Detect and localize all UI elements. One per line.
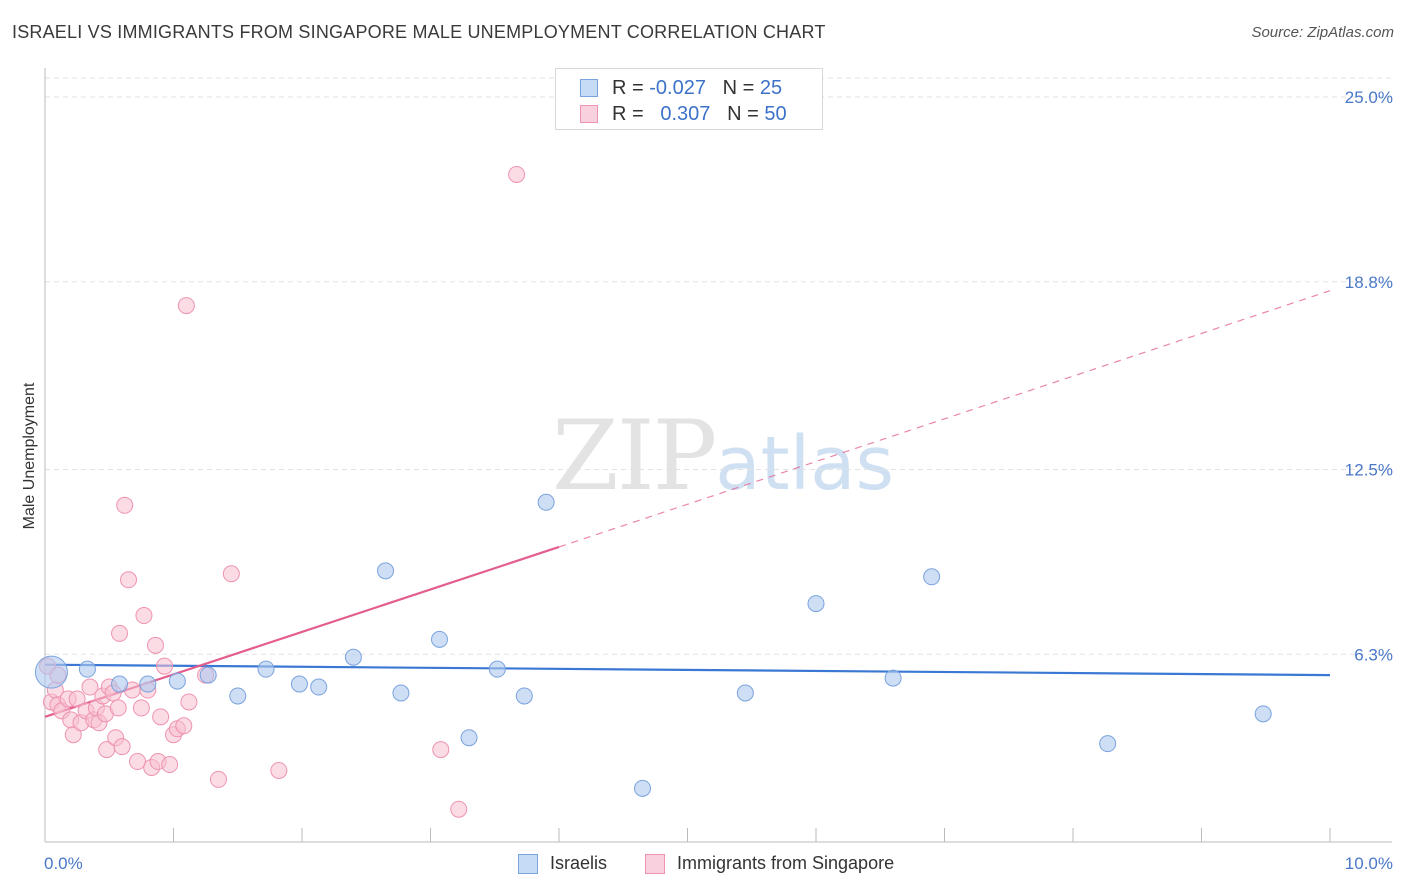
israelis-point bbox=[78, 660, 96, 678]
singapore-swatch bbox=[645, 854, 665, 874]
israelis-point bbox=[168, 672, 186, 690]
singapore-point bbox=[116, 496, 134, 514]
singapore-swatch bbox=[580, 105, 598, 123]
israelis-point bbox=[310, 678, 328, 696]
source-label: Source: ZipAtlas.com bbox=[1251, 24, 1394, 41]
legend-n-value: 25 bbox=[759, 77, 783, 99]
singapore-point bbox=[64, 726, 82, 744]
x-tick-label: 10.0% bbox=[1345, 854, 1393, 873]
singapore-point bbox=[222, 565, 240, 583]
watermark-zip: ZIP bbox=[552, 400, 717, 512]
israelis-label: Israelis bbox=[550, 853, 608, 873]
y-tick-label: 6.3% bbox=[1354, 645, 1393, 664]
israelis-point bbox=[736, 684, 754, 702]
israelis-point bbox=[229, 687, 247, 705]
singapore-point bbox=[209, 770, 227, 788]
israelis-point bbox=[257, 660, 275, 678]
israelis-point bbox=[139, 675, 157, 693]
israelis-point bbox=[392, 684, 410, 702]
singapore-point bbox=[175, 717, 193, 735]
y-tick-label: 25.0% bbox=[1345, 88, 1393, 107]
legend-r-value: -0.027 bbox=[649, 77, 706, 99]
singapore-point bbox=[152, 708, 170, 726]
singapore-point bbox=[180, 693, 198, 711]
tick-labels: 6.3% 12.5% 18.8% 25.0% 0.0% 10.0% bbox=[44, 88, 1393, 873]
singapore-point bbox=[135, 607, 153, 625]
israelis-point bbox=[34, 655, 68, 689]
israelis-point bbox=[1099, 735, 1117, 753]
israelis-point bbox=[884, 669, 902, 687]
singapore-point bbox=[113, 738, 131, 756]
legend-n-label: N = bbox=[722, 77, 760, 99]
singapore-point bbox=[81, 678, 99, 696]
grid bbox=[45, 77, 1392, 655]
chart-title: ISRAELI VS IMMIGRANTS FROM SINGAPORE MAL… bbox=[12, 22, 826, 42]
y-tick-label: 12.5% bbox=[1345, 461, 1393, 480]
legend-r-label: R = bbox=[612, 77, 650, 99]
singapore-point bbox=[177, 297, 195, 315]
trend-lines bbox=[44, 290, 1331, 718]
singapore-point bbox=[508, 165, 526, 183]
singapore-point bbox=[147, 636, 165, 654]
israelis-point bbox=[1254, 705, 1272, 723]
singapore-trend-extension bbox=[558, 290, 1331, 548]
singapore-point bbox=[156, 657, 174, 675]
israelis-swatch bbox=[518, 854, 538, 874]
singapore-label: Immigrants from Singapore bbox=[677, 853, 895, 873]
correlation-legend: R = -0.027 N = 25 R = 0.307 N = 50 bbox=[555, 68, 823, 130]
israelis-point bbox=[634, 779, 652, 797]
singapore-point bbox=[109, 699, 127, 717]
israelis-point bbox=[537, 493, 555, 511]
israelis-point bbox=[430, 630, 448, 648]
singapore-point bbox=[270, 761, 288, 779]
singapore-point bbox=[161, 756, 179, 774]
israelis-trend-line bbox=[44, 663, 1331, 677]
israelis-point bbox=[199, 666, 217, 684]
singapore-point bbox=[432, 741, 450, 759]
singapore-point bbox=[120, 571, 138, 589]
legend-r-label: R = bbox=[612, 103, 650, 125]
singapore-point bbox=[129, 753, 147, 771]
israelis-point bbox=[111, 675, 129, 693]
singapore-point bbox=[450, 800, 468, 818]
singapore-point bbox=[132, 699, 150, 717]
y-axis-label: Male Unemployment bbox=[21, 382, 38, 529]
watermark-atlas: atlas bbox=[715, 421, 895, 507]
israelis-point bbox=[290, 675, 308, 693]
y-tick-label: 18.8% bbox=[1345, 273, 1393, 292]
legend-r-value: 0.307 bbox=[660, 103, 711, 125]
israelis-point bbox=[807, 595, 825, 613]
israelis-point bbox=[923, 568, 941, 586]
axes bbox=[44, 68, 1392, 843]
israelis-point bbox=[488, 660, 506, 678]
singapore-point bbox=[68, 690, 86, 708]
israelis-point bbox=[460, 729, 478, 747]
israelis-point bbox=[344, 648, 362, 666]
legend-n-value: 50 bbox=[764, 103, 787, 125]
singapore-point bbox=[111, 624, 129, 642]
israelis-point bbox=[515, 687, 533, 705]
data-points bbox=[34, 165, 1272, 818]
x-tick-label: 0.0% bbox=[44, 854, 83, 873]
israelis-swatch bbox=[580, 79, 598, 97]
watermark: ZIPatlas bbox=[552, 400, 894, 512]
israelis-point bbox=[377, 562, 395, 580]
legend-n-label: N = bbox=[727, 103, 765, 125]
